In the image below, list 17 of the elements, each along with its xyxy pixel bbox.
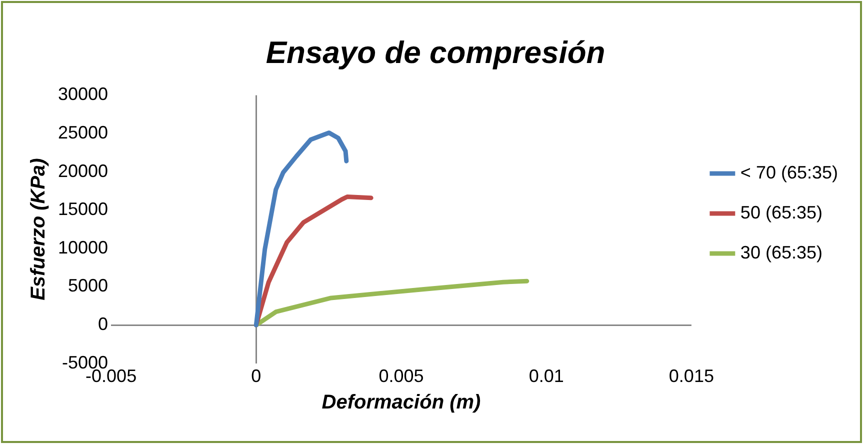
y-tick-label: 30000 <box>58 84 108 104</box>
legend-label: 50 (65:35) <box>740 202 822 222</box>
y-tick-label: 25000 <box>58 122 108 142</box>
y-tick-label: 20000 <box>58 160 108 181</box>
y-tick-label: 0 <box>98 314 108 334</box>
x-tick-label: 0.015 <box>668 366 714 386</box>
x-tick-label: 0.01 <box>528 366 564 386</box>
legend-label: < 70 (65:35) <box>740 162 838 182</box>
chart-title: Ensayo de compresión <box>266 35 606 70</box>
y-axis-title: Esfuerzo (KPa) <box>28 158 50 300</box>
y-tick-label: 10000 <box>58 237 108 258</box>
y-tick-label: 5000 <box>68 276 108 296</box>
x-tick-label: 0.005 <box>378 366 424 386</box>
y-tick-label: 15000 <box>58 199 108 220</box>
x-axis-title: Deformación (m) <box>322 392 482 414</box>
x-tick-label: 0 <box>251 366 262 386</box>
legend-label: 30 (65:35) <box>740 242 822 262</box>
